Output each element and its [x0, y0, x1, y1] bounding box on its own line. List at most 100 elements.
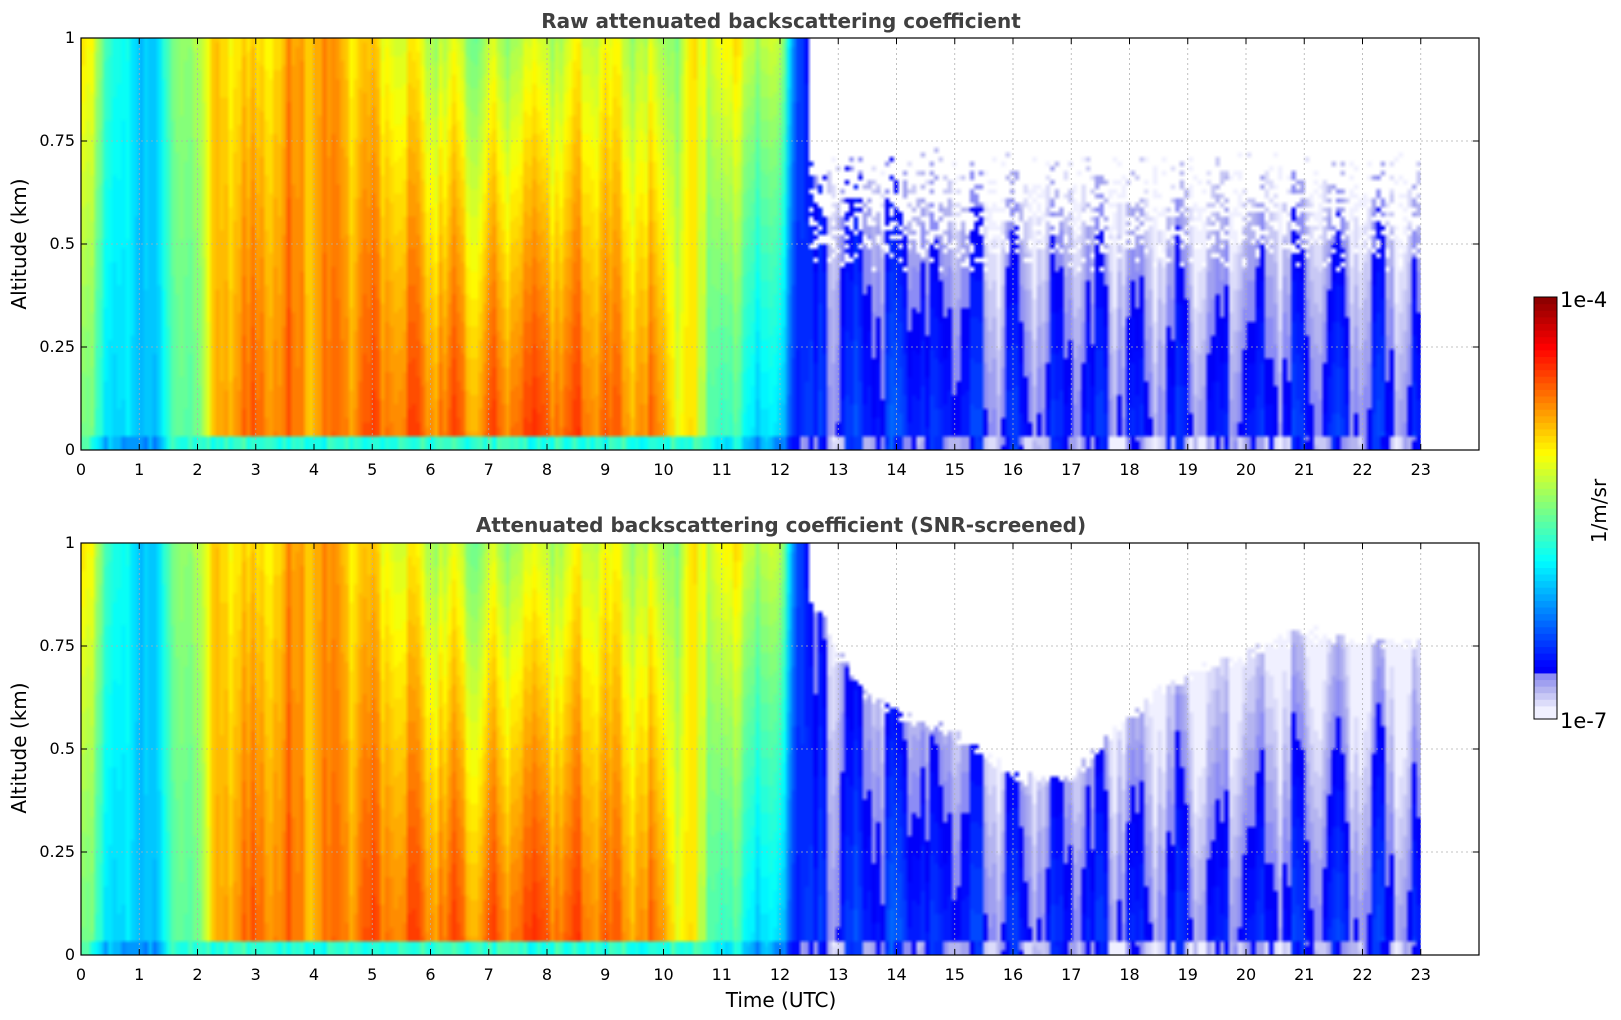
colorbar-swatch	[1534, 514, 1557, 522]
colorbar-swatch	[1534, 336, 1557, 344]
x-tick-label: 1	[134, 965, 144, 984]
colorbar: 1e-4 1e-7 1/m/sr	[1533, 288, 1611, 733]
colorbar-swatch	[1534, 633, 1557, 641]
colorbar-swatch	[1534, 692, 1557, 700]
colorbar-swatch	[1534, 521, 1557, 529]
colorbar-swatch	[1534, 508, 1557, 516]
colorbar-swatch	[1534, 699, 1557, 707]
x-tick-label: 4	[309, 965, 319, 984]
colorbar-swatch	[1534, 593, 1557, 601]
x-tick-label: 10	[653, 965, 673, 984]
y-tick-label: 0.25	[39, 842, 75, 861]
colorbar-swatch	[1534, 659, 1557, 667]
colorbar-swatch	[1534, 356, 1557, 364]
colorbar-swatch	[1534, 653, 1557, 661]
x-tick-label: 12	[770, 460, 790, 479]
colorbar-swatch	[1534, 554, 1557, 562]
x-tick-label: 21	[1294, 965, 1314, 984]
colorbar-unit-label: 1/m/sr	[1587, 478, 1611, 543]
colorbar-swatch	[1534, 567, 1557, 575]
x-axis-label: Time (UTC)	[725, 988, 837, 1012]
colorbar-swatch	[1534, 422, 1557, 430]
colorbar-swatch	[1534, 705, 1557, 714]
x-tick-label: 4	[309, 460, 319, 479]
colorbar-swatch	[1534, 376, 1557, 384]
x-tick-label: 19	[1178, 460, 1198, 479]
colorbar-swatch	[1534, 316, 1557, 324]
colorbar-swatch	[1534, 606, 1557, 615]
colorbar-swatch	[1534, 389, 1557, 397]
x-tick-label: 23	[1411, 460, 1431, 479]
x-tick-label: 9	[600, 460, 610, 479]
y-tick-label: 0.75	[39, 131, 75, 150]
y-tick-label: 0.5	[50, 739, 75, 758]
x-tick-label: 22	[1352, 460, 1372, 479]
colorbar-swatch	[1534, 580, 1557, 588]
colorbar-swatch	[1534, 626, 1557, 634]
x-tick-label: 23	[1411, 965, 1431, 984]
panel-raw-backscatter: Raw attenuated backscattering coefficien…	[7, 9, 1480, 479]
x-tick-label: 17	[1061, 460, 1081, 479]
colorbar-swatch	[1534, 620, 1557, 628]
y-tick-label: 1	[65, 533, 75, 552]
colorbar-swatch	[1534, 362, 1557, 371]
colorbar-swatch	[1534, 415, 1557, 423]
x-tick-label: 2	[192, 965, 202, 984]
y-tick-label: 0.25	[39, 337, 75, 356]
x-tick-label: 10	[653, 460, 673, 479]
x-tick-label: 13	[828, 460, 848, 479]
x-tick-label: 21	[1294, 460, 1314, 479]
x-tick-label: 14	[886, 965, 906, 984]
x-tick-label: 15	[945, 460, 965, 479]
colorbar-swatch	[1534, 481, 1557, 489]
x-tick-label: 13	[828, 965, 848, 984]
colorbar-swatch	[1534, 455, 1557, 463]
colorbar-swatch	[1534, 369, 1557, 377]
y-axis-label: Altitude (km)	[7, 178, 31, 309]
colorbar-swatch	[1534, 409, 1557, 417]
colorbar-swatch	[1534, 343, 1557, 351]
colorbar-swatch	[1534, 587, 1557, 595]
colorbar-swatch	[1534, 475, 1557, 483]
x-tick-label: 7	[484, 460, 494, 479]
colorbar-min-label: 1e-7	[1560, 709, 1607, 733]
x-tick-label: 22	[1352, 965, 1372, 984]
colorbar-swatch	[1534, 468, 1557, 476]
colorbar-swatch	[1534, 435, 1557, 443]
colorbar-swatch	[1534, 310, 1557, 318]
colorbar-swatch	[1534, 646, 1557, 654]
colorbar-swatch	[1534, 679, 1557, 687]
x-tick-label: 20	[1236, 965, 1256, 984]
colorbar-swatch	[1534, 547, 1557, 555]
colorbar-swatch	[1534, 303, 1557, 311]
x-tick-label: 17	[1061, 965, 1081, 984]
colorbar-swatch	[1534, 573, 1557, 582]
x-tick-label: 7	[484, 965, 494, 984]
x-tick-label: 9	[600, 965, 610, 984]
colorbar-swatch	[1534, 527, 1557, 535]
x-tick-label: 0	[76, 965, 86, 984]
colorbar-frame	[1533, 296, 1558, 720]
x-tick-label: 14	[886, 460, 906, 479]
colorbar-swatch	[1534, 613, 1557, 621]
colorbar-swatch	[1534, 349, 1557, 357]
x-tick-label: 18	[1119, 460, 1139, 479]
x-tick-label: 20	[1236, 460, 1256, 479]
colorbar-swatch	[1534, 323, 1557, 331]
colorbar-swatch	[1534, 461, 1557, 470]
colorbar-swatch	[1534, 534, 1557, 542]
x-tick-label: 5	[367, 460, 377, 479]
colorbar-swatch	[1534, 501, 1557, 509]
x-tick-label: 11	[712, 460, 732, 479]
panel-snr-screened-backscatter: Attenuated backscattering coefficient (S…	[7, 513, 1480, 1012]
colorbar-swatch	[1534, 428, 1557, 437]
colorbar-swatch	[1534, 686, 1557, 694]
x-tick-label: 16	[1003, 965, 1023, 984]
x-tick-label: 16	[1003, 460, 1023, 479]
x-tick-label: 6	[425, 460, 435, 479]
x-tick-label: 8	[542, 965, 552, 984]
y-tick-label: 0	[65, 945, 75, 964]
y-tick-label: 0	[65, 440, 75, 459]
colorbar-swatch	[1534, 448, 1557, 456]
